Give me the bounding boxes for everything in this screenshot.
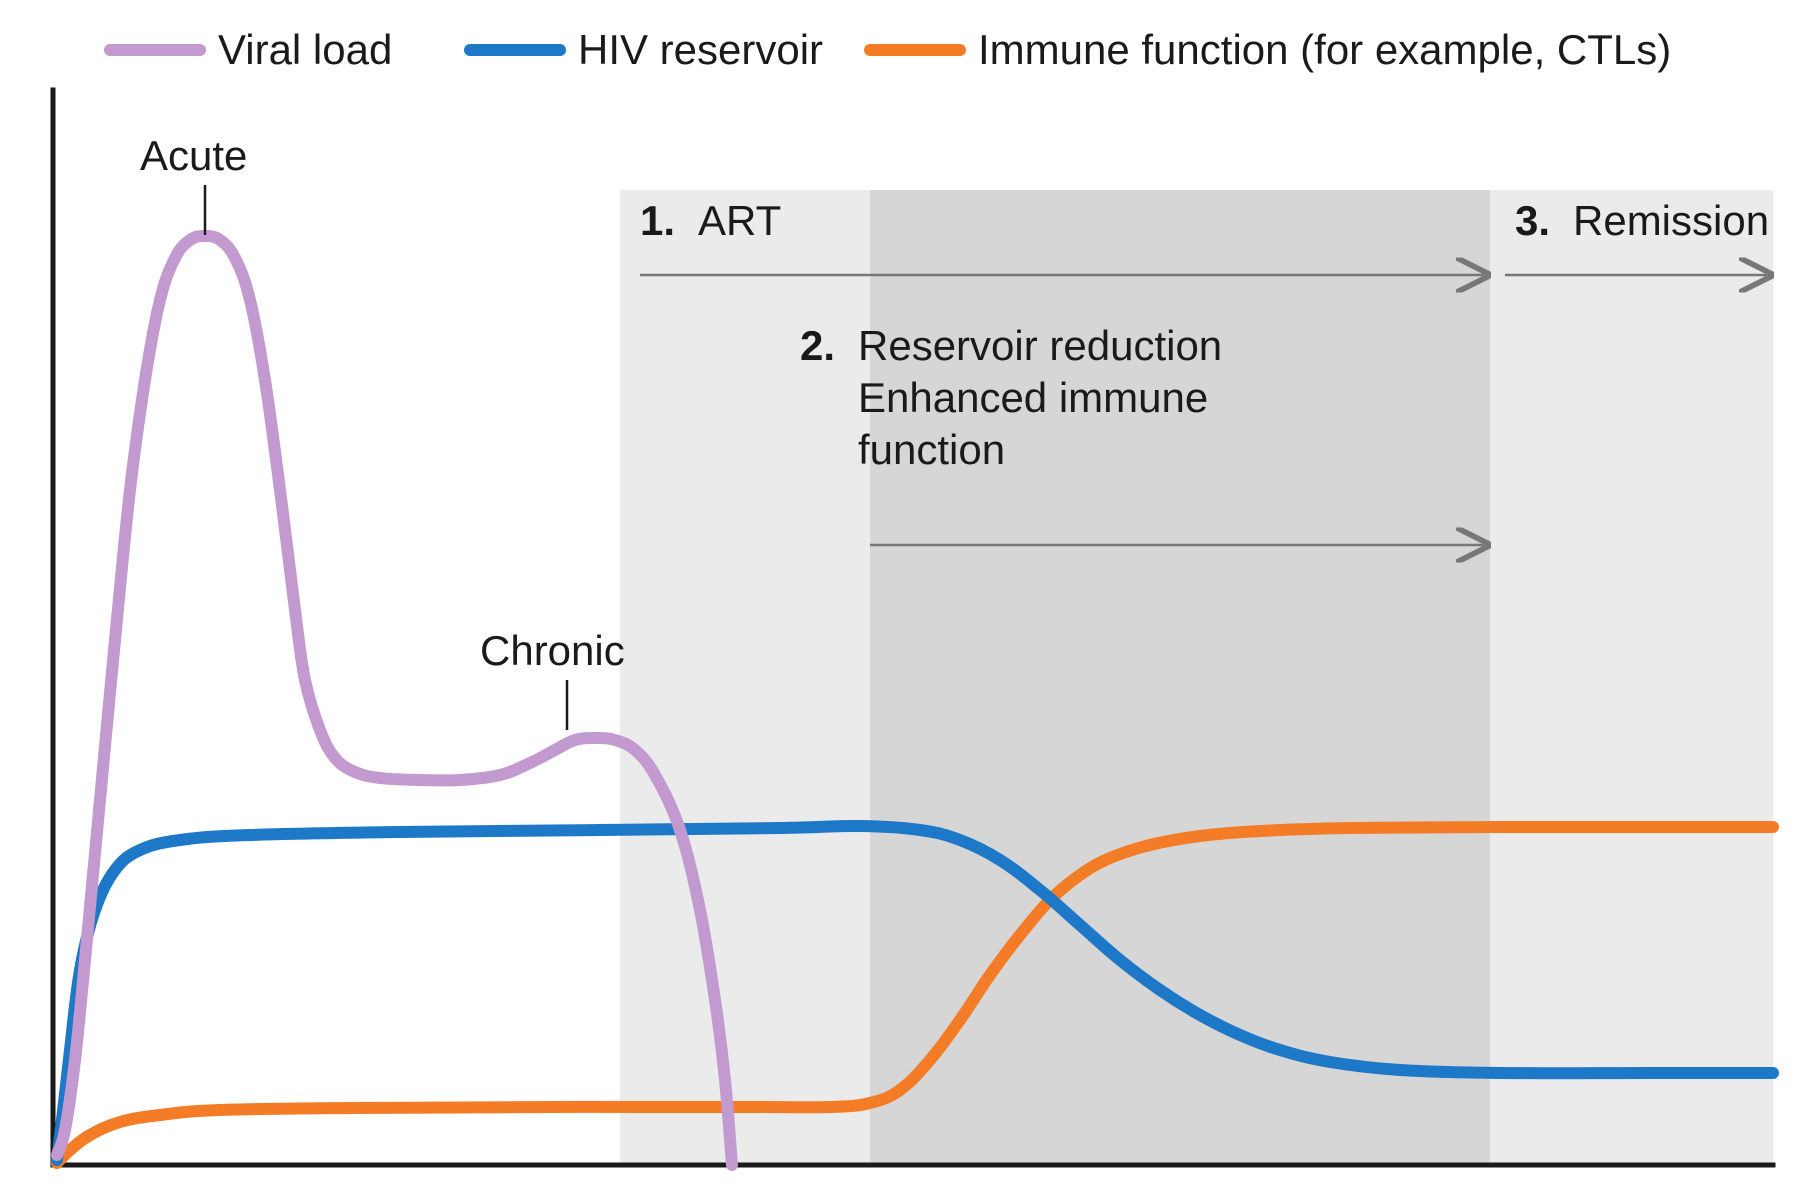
annotation-0: Acute	[140, 132, 247, 179]
phase-text-2: Remission	[1573, 197, 1769, 244]
annotation-1: Chronic	[480, 627, 625, 674]
phase-text-0: ART	[698, 197, 781, 244]
legend-label-1: HIV reservoir	[578, 26, 823, 73]
chart-svg: 1.ART2.Reservoir reductionEnhanced immun…	[0, 0, 1800, 1201]
phase-num-0: 1.	[640, 197, 675, 244]
phase-num-2: 3.	[1515, 197, 1550, 244]
legend-label-0: Viral load	[218, 26, 392, 73]
phase-band-2	[1505, 190, 1773, 1165]
hiv-phases-chart: 1.ART2.Reservoir reductionEnhanced immun…	[0, 0, 1800, 1201]
legend-label-2: Immune function (for example, CTLs)	[978, 26, 1671, 73]
phase-num-1: 2.	[800, 322, 835, 369]
